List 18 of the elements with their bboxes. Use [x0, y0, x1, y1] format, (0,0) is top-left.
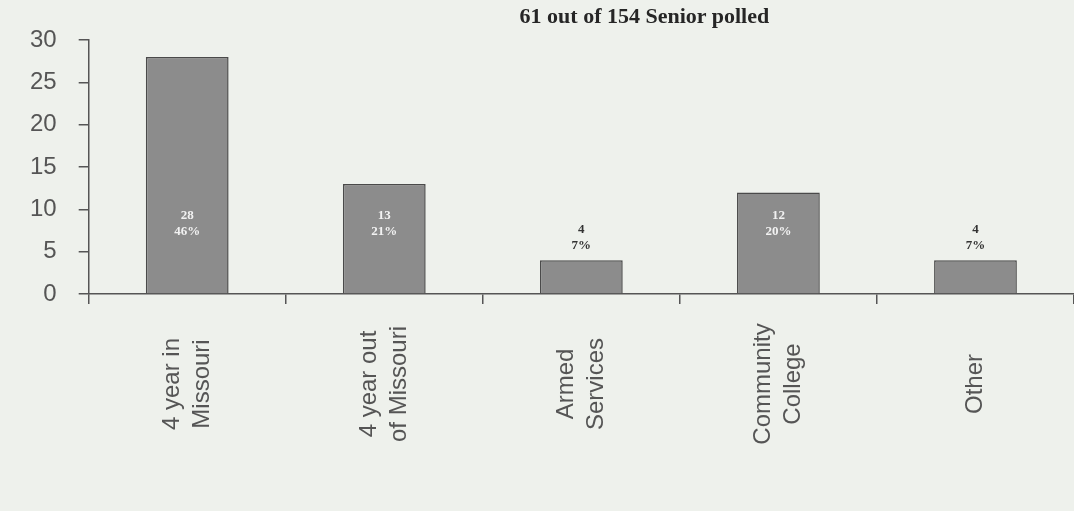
- chart-title: 61 out of 154 Senior polled: [519, 2, 770, 28]
- y-tick-label: 20: [29, 109, 57, 137]
- data-label: 28 46%: [174, 206, 201, 238]
- x-tick-label: 4 year in Missouri: [156, 337, 214, 431]
- y-tick-label: 5: [43, 236, 57, 264]
- x-tick-label: 4 year out of Missouri: [353, 325, 411, 443]
- y-tick-label: 25: [29, 66, 57, 94]
- x-tick-label: Armed Services: [550, 337, 608, 431]
- y-tick-label: 10: [29, 193, 57, 221]
- y-tick-label: 15: [29, 151, 57, 179]
- y-tick-label: 30: [29, 24, 57, 52]
- data-label: 13 21%: [371, 206, 398, 238]
- x-tick-label: Community College: [748, 323, 806, 445]
- y-tick-label: 0: [43, 278, 57, 306]
- data-label: 4 7%: [965, 221, 986, 253]
- x-tick-label: Other: [960, 353, 988, 415]
- data-label: 12 20%: [765, 206, 792, 238]
- data-label: 4 7%: [571, 221, 592, 253]
